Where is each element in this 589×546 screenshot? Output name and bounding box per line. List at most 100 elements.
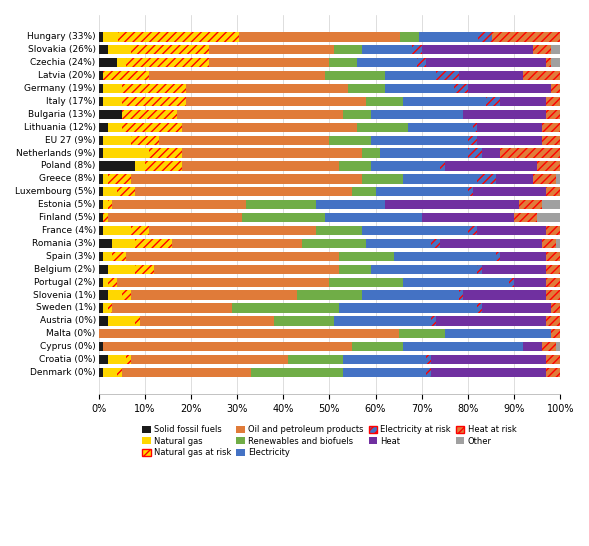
Bar: [98, 174, 103, 183]
Bar: [403, 342, 523, 352]
Bar: [131, 226, 150, 235]
Bar: [177, 110, 343, 119]
Bar: [251, 368, 343, 377]
Bar: [329, 58, 357, 67]
Bar: [343, 368, 426, 377]
Bar: [98, 123, 108, 132]
Bar: [131, 45, 209, 55]
Bar: [500, 149, 560, 158]
Bar: [121, 290, 131, 300]
Bar: [366, 97, 403, 106]
Bar: [103, 252, 112, 261]
Bar: [108, 174, 131, 183]
Bar: [98, 161, 135, 171]
Bar: [547, 187, 560, 197]
Bar: [547, 277, 560, 287]
Bar: [547, 265, 560, 274]
Legend: Solid fossil fuels, Natural gas, Natural gas at risk, Oil and petroleum products: Solid fossil fuels, Natural gas, Natural…: [143, 425, 517, 457]
Bar: [477, 265, 482, 274]
Bar: [440, 239, 542, 248]
Bar: [121, 110, 177, 119]
Bar: [551, 329, 560, 339]
Bar: [464, 110, 547, 119]
Bar: [426, 355, 431, 364]
Bar: [500, 97, 547, 106]
Bar: [519, 200, 542, 209]
Bar: [547, 290, 560, 300]
Bar: [98, 58, 117, 67]
Bar: [459, 71, 523, 80]
Bar: [117, 368, 121, 377]
Bar: [112, 200, 246, 209]
Bar: [121, 368, 251, 377]
Bar: [135, 161, 145, 171]
Bar: [547, 97, 560, 106]
Bar: [422, 45, 532, 55]
Bar: [500, 252, 547, 261]
Bar: [523, 71, 560, 80]
Bar: [117, 277, 329, 287]
Bar: [339, 161, 371, 171]
Bar: [500, 149, 560, 158]
Bar: [412, 45, 422, 55]
Bar: [547, 265, 560, 274]
Bar: [514, 213, 537, 222]
Bar: [98, 149, 103, 158]
Bar: [482, 265, 547, 274]
Bar: [492, 32, 560, 41]
Bar: [551, 84, 560, 93]
Bar: [537, 161, 560, 171]
Bar: [477, 265, 482, 274]
Bar: [509, 277, 514, 287]
Bar: [98, 355, 108, 364]
Bar: [547, 252, 560, 261]
Bar: [477, 174, 495, 183]
Bar: [547, 226, 560, 235]
Bar: [98, 368, 103, 377]
Bar: [98, 265, 108, 274]
Bar: [126, 252, 339, 261]
Bar: [126, 58, 209, 67]
Bar: [108, 316, 135, 325]
Bar: [209, 45, 334, 55]
Bar: [399, 329, 445, 339]
Bar: [121, 123, 181, 132]
Bar: [108, 200, 112, 209]
Bar: [126, 355, 131, 364]
Bar: [422, 213, 514, 222]
Bar: [412, 45, 422, 55]
Bar: [103, 368, 117, 377]
Bar: [551, 304, 560, 313]
Bar: [112, 252, 126, 261]
Bar: [98, 110, 121, 119]
Bar: [135, 239, 173, 248]
Bar: [131, 45, 209, 55]
Bar: [112, 304, 233, 313]
Bar: [362, 149, 380, 158]
Bar: [403, 174, 477, 183]
Bar: [150, 149, 181, 158]
Bar: [357, 58, 417, 67]
Bar: [555, 342, 560, 352]
Bar: [380, 149, 468, 158]
Bar: [547, 277, 560, 287]
Bar: [108, 45, 131, 55]
Bar: [108, 265, 135, 274]
Bar: [477, 123, 542, 132]
Bar: [431, 316, 436, 325]
Bar: [173, 239, 302, 248]
Bar: [343, 110, 371, 119]
Bar: [108, 304, 112, 313]
Bar: [495, 252, 500, 261]
Bar: [154, 265, 339, 274]
Bar: [233, 304, 339, 313]
Bar: [445, 161, 537, 171]
Bar: [547, 290, 560, 300]
Bar: [145, 161, 181, 171]
Bar: [131, 355, 288, 364]
Bar: [468, 135, 477, 145]
Bar: [131, 135, 158, 145]
Bar: [426, 355, 431, 364]
Bar: [464, 290, 547, 300]
Bar: [523, 342, 542, 352]
